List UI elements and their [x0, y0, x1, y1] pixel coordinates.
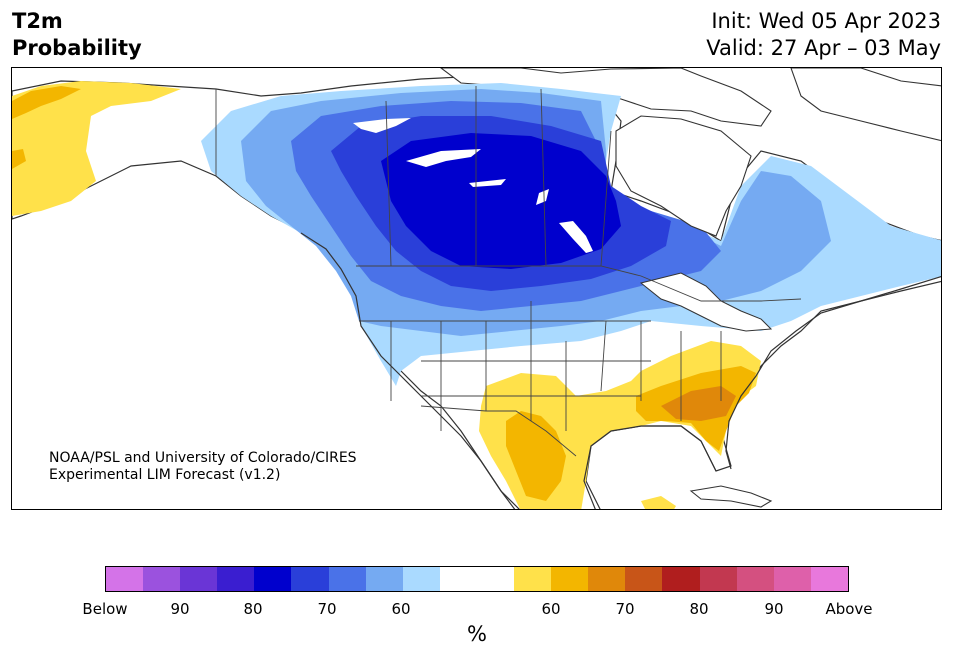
lake-winnipeg — [559, 221, 593, 253]
colorbar-cell — [106, 567, 144, 591]
colorbar-unit: % — [467, 622, 487, 646]
lake-athabasca — [469, 179, 506, 187]
colorbar-tick-label: 80 — [689, 600, 709, 618]
title-type: Probability — [12, 36, 142, 60]
cuba — [689, 485, 773, 508]
below-extreme — [381, 133, 621, 269]
alaska-above-60 — [12, 81, 181, 216]
credit-line-2: Experimental LIM Forecast (v1.2) — [49, 467, 281, 483]
colorbar-cell — [699, 567, 737, 591]
title-variable: T2m — [12, 9, 63, 33]
alaska-above-70 — [12, 86, 81, 119]
great-slave-lake — [406, 149, 481, 167]
colorbar-tick-label: 70 — [317, 600, 337, 618]
colorbar-tick-label: Above — [825, 600, 873, 618]
reindeer-lake — [536, 189, 549, 205]
colorbar-cell — [291, 567, 329, 591]
colorbar-cell — [476, 567, 515, 591]
colorbar-cell — [365, 567, 403, 591]
hudson-bay — [615, 115, 752, 237]
credit-line-1: NOAA/PSL and University of Colorado/CIRE… — [49, 450, 357, 466]
colorbar-tick-label: 90 — [764, 600, 784, 618]
above-60-cuba — [641, 496, 676, 509]
colorbar-tick-label: Below — [82, 600, 128, 618]
gulf-coastline — [583, 425, 717, 509]
colorbar-cell — [736, 567, 774, 591]
colorbar-tick-label: 60 — [391, 600, 411, 618]
colorbar-cell — [254, 567, 292, 591]
colorbar-tick-label: 60 — [541, 600, 561, 618]
colorbar-cell — [143, 567, 181, 591]
colorbar-tick-label: 90 — [170, 600, 190, 618]
west-coastline — [300, 232, 516, 509]
colorbar-cell — [180, 567, 218, 591]
colorbar — [105, 566, 849, 592]
init-date: Init: Wed 05 Apr 2023 — [711, 9, 941, 33]
colorbar-tick-label: 70 — [615, 600, 635, 618]
state-borders — [359, 301, 722, 431]
colorbar-cell — [662, 567, 700, 591]
colorbar-cell — [810, 567, 848, 591]
colorbar-cell — [773, 567, 811, 591]
great-bear-lake — [353, 118, 411, 133]
arctic-island-east — [790, 68, 941, 142]
colorbar-tick-label: 80 — [243, 600, 263, 618]
great-lakes — [639, 272, 773, 332]
colorbar-cell — [588, 567, 626, 591]
valid-range: Valid: 27 Apr – 03 May — [706, 36, 941, 60]
provincial-borders — [385, 86, 612, 267]
above-80-southeast — [661, 386, 736, 421]
colorbar-cell — [217, 567, 255, 591]
political-borders — [215, 86, 802, 457]
us-mexico-border — [420, 405, 577, 457]
map-panel — [11, 67, 942, 510]
colorbar-cell — [439, 567, 477, 591]
east-coastline — [725, 275, 941, 470]
colorbar-cell — [625, 567, 663, 591]
north-america-map — [12, 68, 941, 509]
title-right: Init: Wed 05 Apr 2023 Valid: 27 Apr – 03… — [706, 8, 941, 62]
title-left: T2m Probability — [12, 8, 142, 62]
alaska-above-70-south — [12, 149, 26, 169]
colorbar-cell — [551, 567, 589, 591]
colorbar-cell — [514, 567, 552, 591]
credit-text: NOAA/PSL and University of Colorado/CIRE… — [49, 450, 357, 484]
colorbar-cell — [402, 567, 440, 591]
colorbar-cell — [328, 567, 366, 591]
above-70-mexico — [506, 411, 566, 501]
